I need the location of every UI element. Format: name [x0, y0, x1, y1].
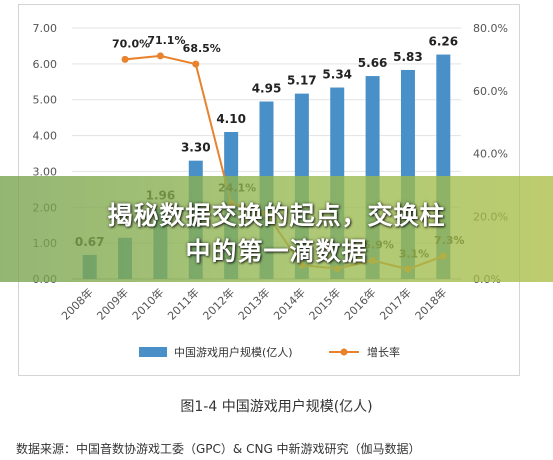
x-tick-label: 2017年 [377, 285, 414, 322]
legend-label-bar: 中国游戏用户规模(亿人) [174, 345, 293, 359]
x-tick-label: 2018年 [412, 285, 449, 322]
bar-value-label: 4.95 [252, 82, 282, 96]
y-left-tick-label: 5.00 [33, 94, 58, 107]
bar-value-label: 5.17 [287, 74, 317, 88]
x-tick-label: 2015年 [306, 285, 343, 322]
y-left-tick-label: 7.00 [33, 22, 58, 35]
bar-value-label: 3.30 [181, 141, 211, 155]
bar-value-label: 5.66 [358, 56, 388, 70]
growth-point [156, 52, 164, 60]
x-tick-label: 2012年 [200, 285, 237, 322]
figure-caption: 图1-4 中国游戏用户规模(亿人) [180, 399, 373, 415]
growth-point [121, 55, 129, 63]
y-left-tick-label: 3.00 [33, 165, 58, 178]
x-tick-label: 2016年 [341, 285, 378, 322]
growth-value-label: 68.5% [183, 42, 221, 55]
bar-value-label: 5.34 [322, 68, 352, 82]
bar-value-label: 5.83 [393, 50, 423, 64]
bar-value-label: 6.26 [429, 35, 459, 49]
x-tick-label: 2008年 [58, 285, 95, 322]
bar-value-label: 4.10 [216, 112, 246, 126]
title-banner: 揭秘数据交换的起点，交换柱 中的第一滴数据 [0, 176, 553, 282]
source-note: 数据来源：中国音数协游戏工委（GPC）& CNG 中新游戏研究（伽马数据） [16, 442, 421, 456]
x-tick-label: 2014年 [271, 285, 308, 322]
banner-title-line-2: 中的第一滴数据 [185, 237, 368, 266]
x-tick-label: 2009年 [94, 285, 131, 322]
y-right-tick-label: 60.0% [473, 85, 508, 98]
y-right-tick-label: 40.0% [473, 148, 508, 161]
x-tick-label: 2013年 [235, 285, 272, 322]
growth-point [192, 60, 200, 68]
x-tick-label: 2010年 [129, 285, 166, 322]
legend-label-line: 增长率 [367, 345, 400, 359]
y-left-tick-label: 6.00 [33, 58, 58, 71]
legend-swatch-marker [340, 348, 348, 356]
growth-value-label: 70.0% [112, 37, 150, 50]
y-left-tick-label: 4.00 [33, 130, 58, 143]
growth-value-label: 71.1% [147, 34, 185, 47]
y-right-tick-label: 80.0% [473, 22, 508, 35]
banner-title-line-1: 揭秘数据交换的起点，交换柱 [107, 201, 446, 230]
x-tick-label: 2011年 [164, 285, 201, 322]
legend-swatch-bar [139, 347, 167, 357]
